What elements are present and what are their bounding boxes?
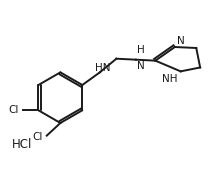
Text: NH: NH [162, 74, 178, 84]
Text: Cl: Cl [9, 105, 19, 115]
Text: HCl: HCl [12, 138, 32, 151]
Text: HN: HN [95, 63, 111, 73]
Text: H: H [137, 45, 145, 55]
Text: N: N [177, 36, 185, 46]
Text: Cl: Cl [32, 132, 43, 142]
Text: N: N [137, 61, 145, 71]
